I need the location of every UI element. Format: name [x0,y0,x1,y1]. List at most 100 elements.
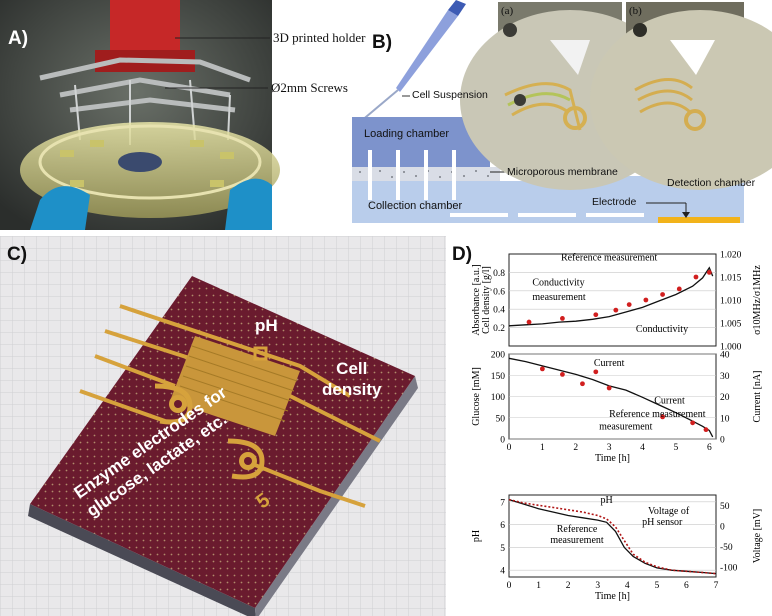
chart-annotation: measurement [532,292,586,303]
x-tick-label: 5 [674,443,679,453]
chart-annotation: pH sensor [642,517,683,528]
x-tick-label: 5 [654,581,659,591]
chart-annotation: pH [600,495,612,506]
photo-b [590,2,772,190]
y-tick-label-right: 1.010 [720,297,742,307]
metal-frame [39,57,251,113]
x-tick-label: 1 [536,581,541,591]
y-tick-label-right: 50 [720,502,730,512]
y-tick-label-left: 0.8 [493,269,505,279]
chip-label-cell-density: Cell density [322,358,382,400]
label-photo-b: (b) [629,5,642,17]
chart-annotation: Voltage of [648,506,690,517]
data-point [643,297,649,303]
data-point [660,414,665,420]
panel-d: D) 0.2 0.4 0.6 0.8 1.000 1.005 1.010 1.015 1.020… [450,240,772,616]
data-point [560,372,565,377]
y-tick-label-right: -100 [720,563,738,573]
panel-a-letter: A) [8,28,29,49]
glove-left [30,186,90,230]
x-tick-label: 0 [507,581,512,591]
panel-a-photo [0,0,280,230]
y-tick-label-left: 5 [500,544,505,554]
chart-annotation: measurement [599,422,653,433]
chart-annotation: Conductivity [532,277,584,288]
x-tick-label: 4 [640,443,645,453]
label-photo-a: (a) [501,5,514,17]
series-line [508,498,717,575]
y-axis-label-right: Voltage [mV] [752,509,763,564]
chart-annotation: Current [654,395,685,406]
x-tick-label: 2 [573,443,578,453]
x-tick-label: 3 [607,443,612,453]
x-tick-label: 6 [684,581,689,591]
label-cell-suspension: Cell Suspension [412,89,488,101]
x-axis-label: Time [h] [595,591,630,602]
y-tick-label-left: 0.2 [493,324,505,334]
panel-d-letter: D) [452,244,473,265]
y-tick-label-right: 10 [720,414,730,424]
data-point [606,385,612,391]
y-axis-label-left-2: Cell density [g/l] [481,266,492,334]
y-tick-label-right: 0 [720,436,725,446]
y-tick-label-left: 0.4 [493,306,505,316]
series-line [508,357,714,438]
panel-b-schematic [352,0,772,223]
chart-annotation: Reference measurement [561,252,658,263]
x-tick-label: 3 [595,581,600,591]
y-tick-label-right: 1.020 [720,251,742,261]
data-point [560,316,565,321]
data-point [626,302,632,307]
y-axis-label-right: σ10MHz/σ1MHz [752,265,763,335]
enzyme-electrode-2 [227,438,265,480]
y-tick-label-right: 30 [720,372,730,382]
y-axis-label-left: pH [471,530,482,542]
label-membrane: Microporous membrane [507,166,618,178]
y-tick-label-left: 100 [491,393,506,403]
x-tick-label: 1 [540,443,545,453]
y-tick-label-right: 1.005 [720,320,742,330]
electrode [658,217,740,223]
y-tick-label-left: 0.6 [493,287,505,297]
chip-label-ph: pH [255,316,278,335]
chart-frame [508,253,717,347]
x-tick-label: 6 [707,443,712,453]
y-axis-label-left: Glucose [mM] [471,367,482,426]
series-line-dotted [508,498,717,575]
panel-c-letter: C) [7,244,28,265]
y-tick-label-left: 7 [500,498,505,508]
label-collection-chamber: Collection chamber [368,200,463,212]
chip-top [30,276,415,608]
y-tick-label-right: 1.000 [720,343,742,353]
x-tick-label: 4 [625,581,630,591]
x-tick-label: 7 [714,581,719,591]
chip-label-cell: Cell [336,359,368,378]
panel-c-photo [0,236,446,616]
data-point [660,292,665,297]
data-point [593,369,599,375]
y-tick-label-right: 40 [720,351,730,361]
chip-label-density: density [322,380,382,399]
y-axis-label-left: Absorbance [a.u.] [471,264,482,335]
y-tick-label-left: 200 [491,351,506,361]
chart-annotation: Current [594,358,625,369]
y-tick-label-right: 20 [720,393,730,403]
y-tick-label-right: -50 [720,543,733,553]
y-tick-label-left: 4 [500,567,505,577]
x-tick-label: 0 [507,443,512,453]
panel-d-charts: 0.2 0.4 0.6 0.8 1.000 1.005 1.010 1.015 1.020 Abs… [471,251,763,603]
data-point [676,286,682,292]
panel-b: B) Cell Suspension Loading chamber Micro… [340,0,772,232]
pipette-icon [357,0,466,126]
data-point [580,381,585,387]
series-line [508,266,714,327]
glove-right [225,178,272,230]
chart-frame [508,494,717,578]
data-point [706,270,712,275]
label-loading-chamber: Loading chamber [364,128,450,140]
data-point [593,312,599,318]
chart-annotation: Reference [557,524,598,535]
x-tick-label: 2 [566,581,571,591]
x-axis-label: Time [h] [595,453,630,464]
data-point [703,427,709,433]
